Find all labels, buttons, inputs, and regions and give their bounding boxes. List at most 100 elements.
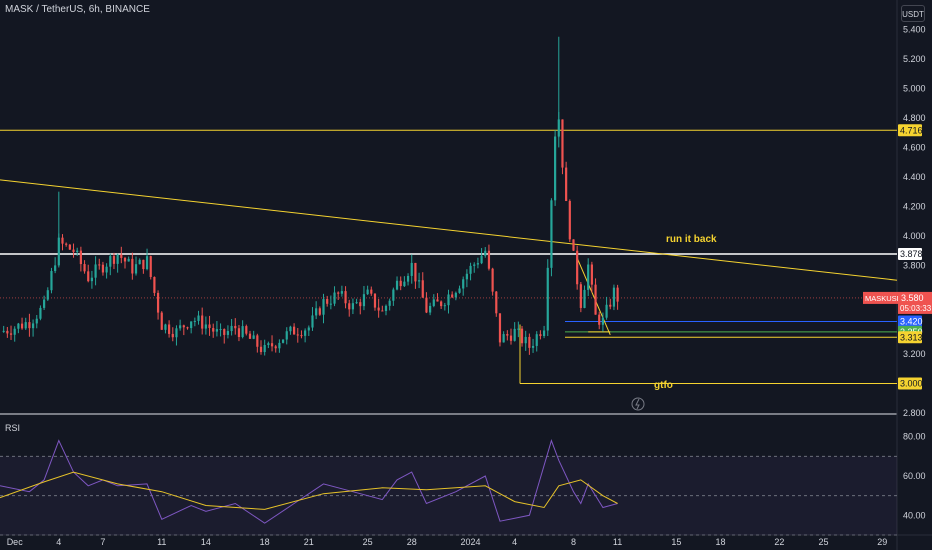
candle-body — [370, 289, 373, 294]
candle-body — [259, 346, 263, 353]
time-tick-label: 25 — [818, 537, 828, 547]
candle-body — [50, 271, 53, 291]
candle-body — [509, 335, 513, 341]
candle-body — [2, 330, 5, 332]
candle-body — [149, 256, 152, 277]
candle-body — [17, 323, 20, 329]
candle-body — [377, 307, 380, 311]
label-3878-box — [898, 247, 922, 260]
candle-body — [223, 329, 226, 335]
candle-body — [311, 315, 314, 328]
candle-body — [337, 292, 340, 294]
time-tick-label: 11 — [157, 537, 166, 547]
candle-body — [359, 302, 362, 307]
candle-body — [484, 250, 487, 256]
candle-body — [94, 264, 97, 278]
candle-body — [72, 249, 75, 252]
candle-body — [432, 299, 435, 306]
candle-body — [300, 335, 303, 337]
time-tick-label: 7 — [100, 537, 105, 547]
candle-body — [406, 275, 410, 282]
price-tick-label: 5.000 — [903, 83, 926, 93]
annotation-run-it-back: run it back — [666, 234, 717, 245]
label-3000-box — [898, 377, 922, 390]
candle-body — [587, 264, 590, 290]
candle-body — [535, 334, 538, 346]
candle-body — [329, 303, 332, 305]
candle-body — [131, 258, 134, 274]
candle-body — [304, 330, 307, 336]
candle-body — [61, 237, 64, 244]
candle-body — [326, 299, 329, 304]
price-tick-label: 3.800 — [903, 260, 926, 270]
candle-body — [392, 289, 395, 301]
candle-body — [31, 323, 35, 329]
rsi-tick-label: 40.00 — [903, 510, 926, 520]
price-tick-label: 4.200 — [903, 201, 926, 211]
candle-body — [609, 304, 612, 307]
candle-body — [322, 299, 325, 315]
candle-body — [399, 280, 402, 287]
time-tick-label: 4 — [56, 537, 61, 547]
candle-body — [579, 284, 582, 308]
candle-body — [164, 324, 167, 330]
candle-body — [212, 328, 215, 332]
candle-body — [425, 297, 428, 313]
candle-body — [351, 303, 355, 310]
candle-body — [520, 328, 524, 344]
candle-body — [480, 255, 483, 264]
candle-body — [123, 257, 127, 262]
candle-body — [542, 330, 546, 337]
time-tick-label: 11 — [613, 537, 622, 547]
symbol-title[interactable]: MASK / TetherUS, 6h, BINANCE — [5, 4, 150, 15]
candle-body — [576, 250, 579, 285]
candle-body — [20, 323, 24, 329]
candle-body — [517, 328, 520, 330]
time-tick-label: Dec — [7, 537, 24, 547]
time-tick-label: 14 — [201, 537, 211, 547]
candle-body — [590, 264, 593, 285]
candle-body — [241, 326, 244, 337]
candle-body — [465, 273, 468, 280]
candle-body — [83, 264, 86, 272]
candle-body — [476, 263, 480, 265]
candle-body — [13, 328, 16, 335]
candle-body — [105, 266, 108, 273]
candle-body — [215, 329, 219, 332]
candle-body — [278, 342, 281, 349]
candle-body — [285, 331, 288, 340]
label-3878: 3.878 — [900, 249, 923, 259]
candle-body — [410, 262, 413, 276]
candle-body — [513, 328, 516, 341]
candle-body — [28, 322, 31, 329]
candle-body — [318, 308, 321, 315]
candle-body — [201, 315, 204, 329]
label-3313: 3.313 — [900, 332, 923, 342]
candle-body — [256, 335, 259, 347]
event-icon — [631, 397, 645, 411]
candle-body — [381, 310, 384, 312]
time-tick-label: 22 — [774, 537, 784, 547]
candle-body — [219, 329, 222, 331]
last-price-label: 3.580 — [901, 293, 924, 303]
time-tick-label: 8 — [571, 537, 576, 547]
candle-body — [190, 321, 193, 329]
rsi-label: RSI — [5, 423, 21, 433]
candle-body — [462, 279, 465, 289]
candle-body — [68, 244, 71, 250]
price-tick-label: 5.200 — [903, 54, 926, 64]
candle-body — [289, 326, 292, 332]
candle-body — [142, 259, 145, 270]
candle-body — [46, 290, 49, 300]
candle-body — [366, 289, 369, 295]
candle-body — [39, 307, 42, 319]
time-tick-label: 25 — [363, 537, 373, 547]
candle-body — [182, 325, 185, 328]
price-tick-label: 3.200 — [903, 349, 926, 359]
candle-body — [429, 305, 432, 313]
candle-body — [168, 324, 171, 334]
candle-body — [204, 324, 207, 329]
currency-button[interactable]: USDT — [901, 5, 925, 22]
rsi-tick-label: 80.00 — [903, 432, 926, 442]
